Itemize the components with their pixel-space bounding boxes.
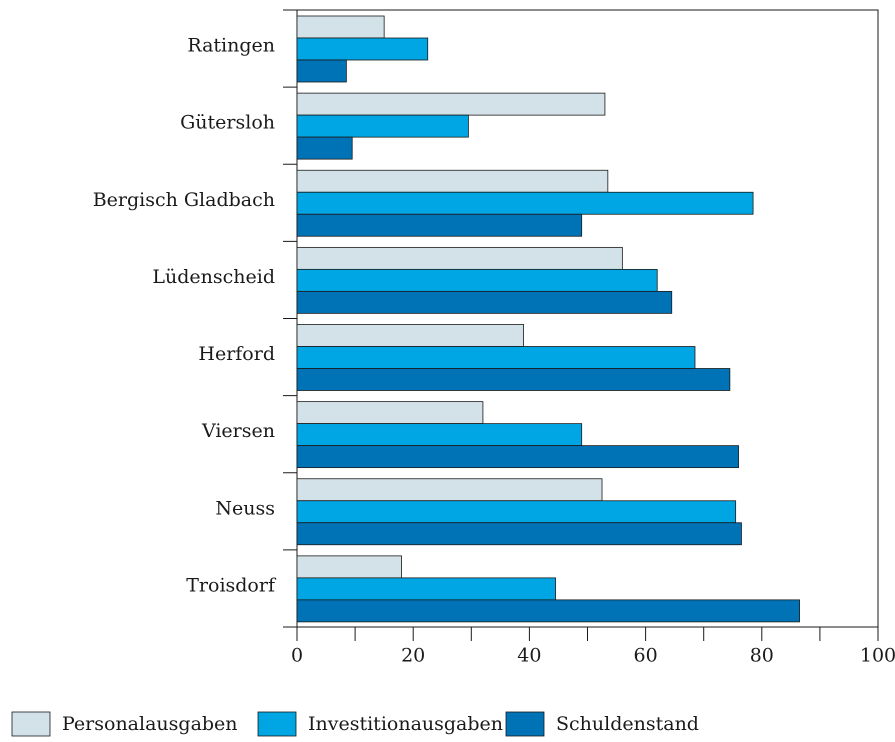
bar-neuss-personalausgaben <box>296 478 603 502</box>
bar-troisdorf-personalausgaben <box>296 555 402 579</box>
bar-luedenscheid-investitionausgaben <box>296 268 658 292</box>
bar-troisdorf-schuldenstand <box>296 599 800 623</box>
legend-swatch-personalausgaben <box>11 711 51 737</box>
category-label-bergisch-gladbach: Bergisch Gladbach <box>93 189 275 211</box>
bar-bergisch-gladbach-schuldenstand <box>296 213 583 237</box>
bar-ratingen-schuldenstand <box>296 59 347 83</box>
category-label-guetersloh: Gütersloh <box>180 112 275 134</box>
x-tick-label: 80 <box>750 645 774 667</box>
bar-luedenscheid-schuldenstand <box>296 290 673 314</box>
category-label-troisdorf: Troisdorf <box>186 574 277 596</box>
bar-guetersloh-schuldenstand <box>296 136 353 160</box>
bar-herford-investitionausgaben <box>296 346 696 369</box>
category-label-neuss: Neuss <box>215 497 275 519</box>
legend-label-investitionausgaben: Investitionausgaben <box>308 713 503 735</box>
bar-viersen-investitionausgaben <box>296 423 583 447</box>
legend-swatch-schuldenstand <box>505 711 545 737</box>
bar-guetersloh-investitionausgaben <box>296 114 469 138</box>
category-label-ratingen: Ratingen <box>187 35 275 57</box>
x-tick-label: 20 <box>401 645 425 667</box>
legend: Personalausgaben Investitionausgaben Schul… <box>11 711 699 737</box>
category-label-luedenscheid: Lüdenscheid <box>152 266 275 288</box>
bar-neuss-investitionausgaben <box>296 500 737 524</box>
bar-bergisch-gladbach-investitionausgaben <box>296 191 754 215</box>
x-tick-label: 60 <box>634 645 658 667</box>
x-tick-label: 100 <box>860 645 895 667</box>
category-label-herford: Herford <box>198 343 275 365</box>
legend-label-schuldenstand: Schuldenstand <box>556 713 699 735</box>
bar-neuss-schuldenstand <box>296 522 742 546</box>
bar-troisdorf-investitionausgaben <box>296 577 556 601</box>
bar-luedenscheid-personalausgaben <box>296 246 623 270</box>
bar-viersen-personalausgaben <box>296 401 484 425</box>
legend-label-personalausgaben: Personalausgaben <box>62 713 238 735</box>
category-label-viersen: Viersen <box>201 420 275 442</box>
bar-herford-personalausgaben <box>296 324 524 347</box>
x-tick-label: 40 <box>517 645 541 667</box>
plot-area: 0 20 40 60 80 100 Ratingen Gütersloh Bergisch Gl… <box>93 9 895 667</box>
legend-swatch-investitionausgaben <box>257 711 297 737</box>
bar-herford-schuldenstand <box>296 368 731 391</box>
bar-bergisch-gladbach-personalausgaben <box>296 169 609 193</box>
bar-guetersloh-personalausgaben <box>296 92 606 116</box>
bar-ratingen-investitionausgaben <box>296 37 429 61</box>
bar-ratingen-personalausgaben <box>296 15 385 39</box>
x-tick-label: 0 <box>291 645 303 667</box>
bar-viersen-schuldenstand <box>296 445 739 469</box>
